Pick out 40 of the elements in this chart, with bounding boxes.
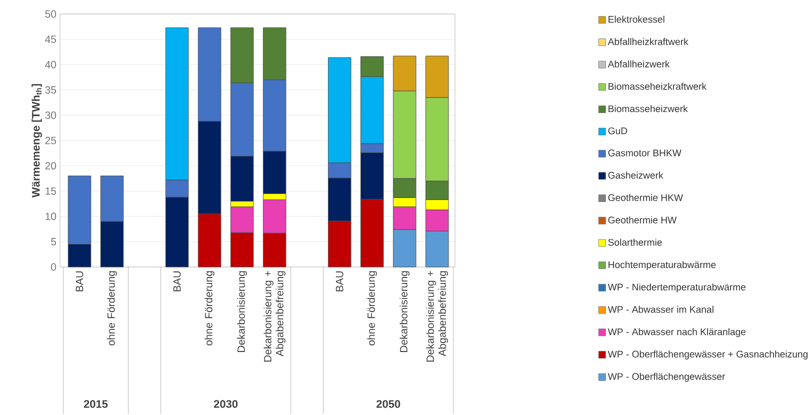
legend-label: Hochtemperaturabwärme (608, 261, 716, 270)
legend-label: WP - Oberflächengewässer + Gasnachheizung (608, 350, 808, 360)
y-tick-label: 20 (45, 162, 56, 170)
legend-label: Abfallheizkraftwerk (608, 38, 688, 46)
y-tick-label: 10 (46, 212, 56, 220)
legend-label: Gasmotor BHKW (608, 150, 682, 156)
y-tick-label: 35 (45, 86, 56, 94)
y-tick-label: 30 (45, 111, 56, 119)
y-tick-label: 45 (45, 36, 56, 43)
legend-label: WP - Oberflächengewässer (608, 372, 726, 382)
y-axis-title: Wärmemenge [TWh$_{th}$] (32, 84, 42, 198)
legend-label: Biomasseheizwerk (608, 105, 688, 112)
y-tick-label: 5 (51, 238, 56, 246)
legend-label: WP - Niedertemperaturabwärme (608, 283, 746, 292)
y-tick-label: 25 (45, 136, 56, 144)
text: 2030 (214, 400, 238, 408)
legend-label: Biomasseheizkraftwerk (608, 82, 707, 90)
y-tick-label: 50 (45, 10, 56, 18)
legend-label: Geothermie HW (608, 216, 677, 224)
x-tick-label: BAU (173, 271, 181, 292)
x-tick-label: ohne Förderung (107, 271, 117, 346)
y-tick-label: 15 (46, 187, 56, 195)
legend-label: WP - Abwasser im Kanal (608, 306, 714, 313)
y-tick-label: 0 (51, 263, 56, 271)
text: 2015 (84, 400, 108, 408)
x-tick-label: ohne Förderung (367, 271, 377, 346)
x-tick-label: ohne Förderung (204, 271, 214, 346)
x-tick-label: Dekarbonisierung (400, 271, 410, 352)
x-tick-label: BAU (336, 271, 344, 292)
x-tick-label: Dekarbonisierung (237, 271, 247, 352)
legend-label: Abfallheizwerk (608, 60, 670, 68)
legend-label: Geothermie HKW (608, 194, 683, 202)
legend-label: Solarthermie (608, 238, 662, 246)
y-tick-label: 40 (45, 60, 56, 68)
legend-label: Elektrokessel (608, 16, 664, 23)
legend-label: Gasheizwerk (608, 172, 664, 179)
legend-label: WP - Abwasser nach Kläranlage (608, 328, 746, 338)
legend-label: GuD (608, 127, 628, 134)
text: 2050 (376, 400, 400, 408)
x-tick-label: BAU (76, 271, 84, 292)
